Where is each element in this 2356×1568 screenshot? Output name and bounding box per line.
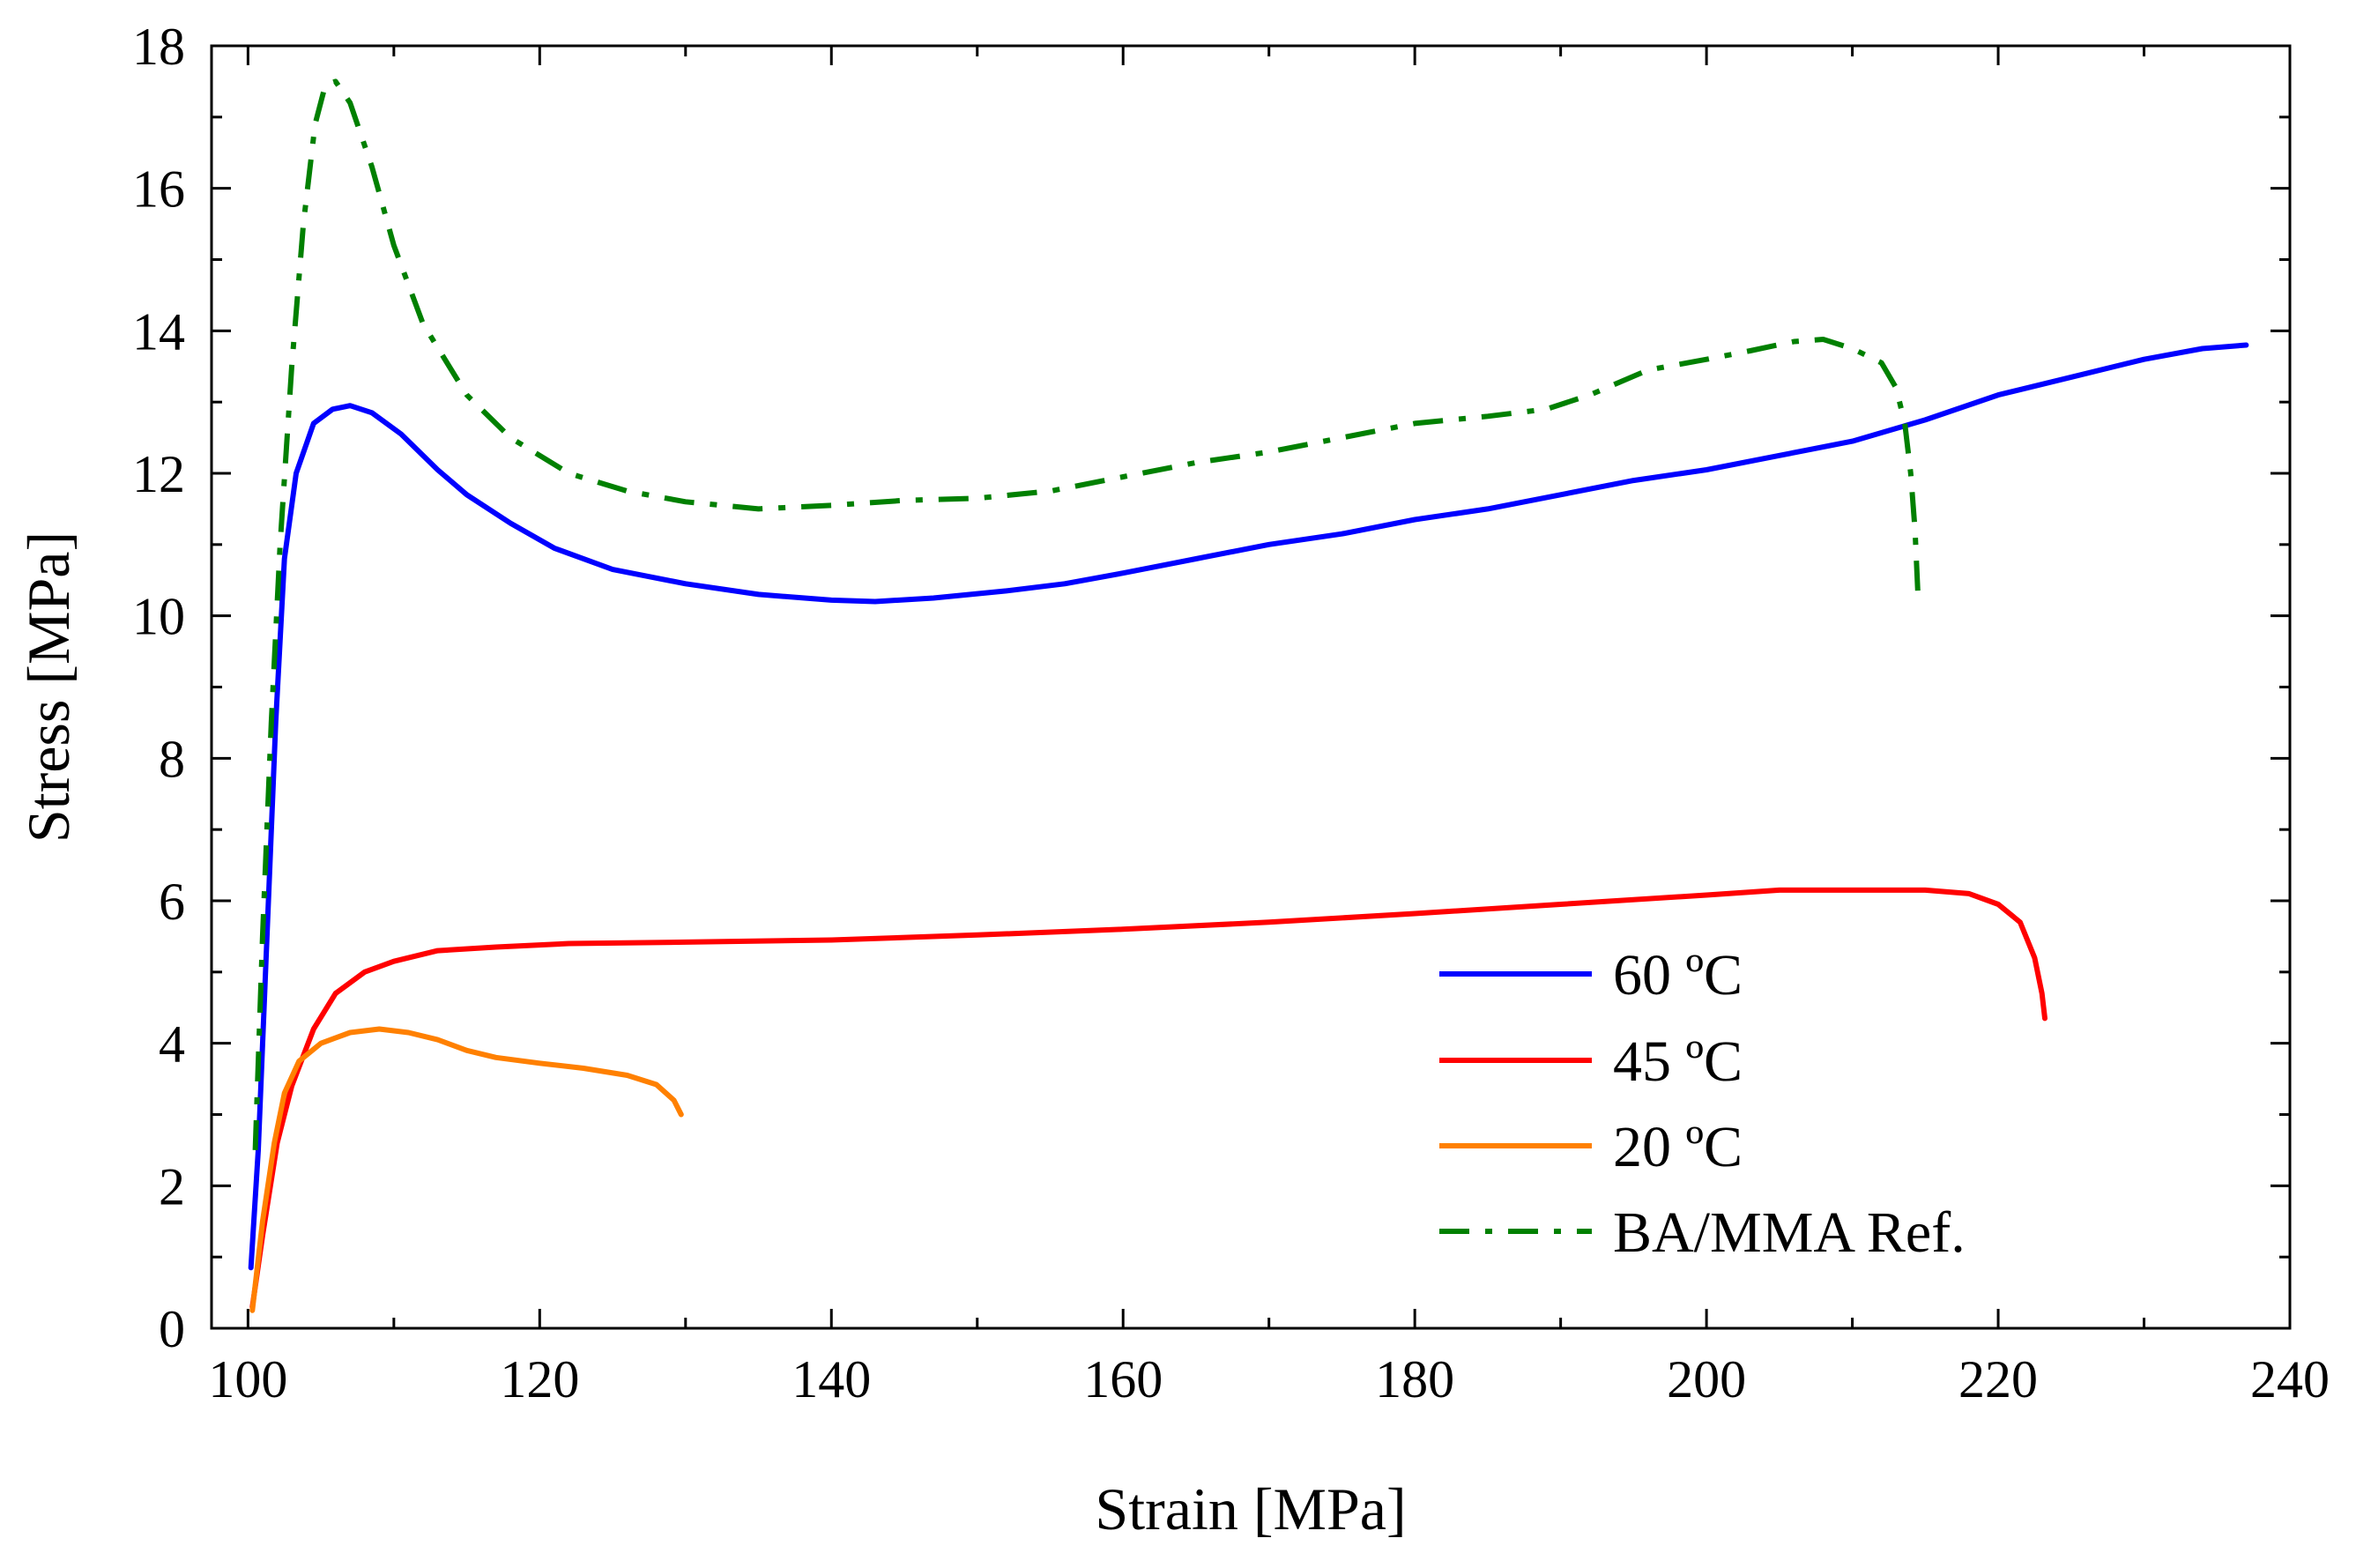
legend-label-1: 45 ºC (1613, 1029, 1743, 1094)
y-tick-label: 6 (159, 873, 185, 931)
legend: 60 ºC 45 ºC 20 ºC BA/MMA Ref. (1439, 943, 1966, 1265)
series-line-2 (249, 1026, 684, 1313)
y-tick-label: 18 (132, 18, 185, 76)
x-tick-label: 220 (1958, 1350, 2038, 1408)
y-tick-label: 10 (132, 588, 185, 646)
plot-frame (210, 44, 2292, 1330)
x-axis-title: Strain [MPa] (1095, 1475, 1406, 1542)
series-line-3 (252, 78, 1921, 1151)
series-layer (248, 78, 2249, 1313)
x-tick-label: 140 (792, 1350, 871, 1408)
x-tick-label: 240 (2250, 1350, 2330, 1408)
x-tick-label: 120 (500, 1350, 579, 1408)
y-tick-label: 4 (159, 1015, 185, 1074)
y-axis-title: Stress [MPa] (15, 531, 82, 843)
y-tick-label: 8 (159, 730, 185, 788)
x-tick-label: 200 (1667, 1350, 1746, 1408)
y-tick-label: 14 (132, 302, 185, 360)
axis-ticks (212, 44, 2292, 1330)
legend-label-0: 60 ºC (1613, 943, 1743, 1007)
x-tick-label: 100 (208, 1350, 287, 1408)
y-tick-label: 16 (132, 160, 185, 219)
series-line-0 (248, 342, 2249, 1271)
legend-label-3: BA/MMA Ref. (1613, 1200, 1966, 1265)
y-tick-label: 2 (159, 1157, 185, 1215)
y-tick-label: 12 (132, 445, 185, 503)
tick-labels: 100 120 140 160 180 200 220 240 0 2 4 6 8 10 12 14 16 18 (132, 18, 2330, 1408)
x-tick-label: 160 (1083, 1350, 1163, 1408)
series-line-1 (249, 887, 2048, 1310)
y-tick-label: 0 (159, 1300, 185, 1358)
x-tick-label: 180 (1375, 1350, 1454, 1408)
legend-label-2: 20 ºC (1613, 1115, 1743, 1179)
